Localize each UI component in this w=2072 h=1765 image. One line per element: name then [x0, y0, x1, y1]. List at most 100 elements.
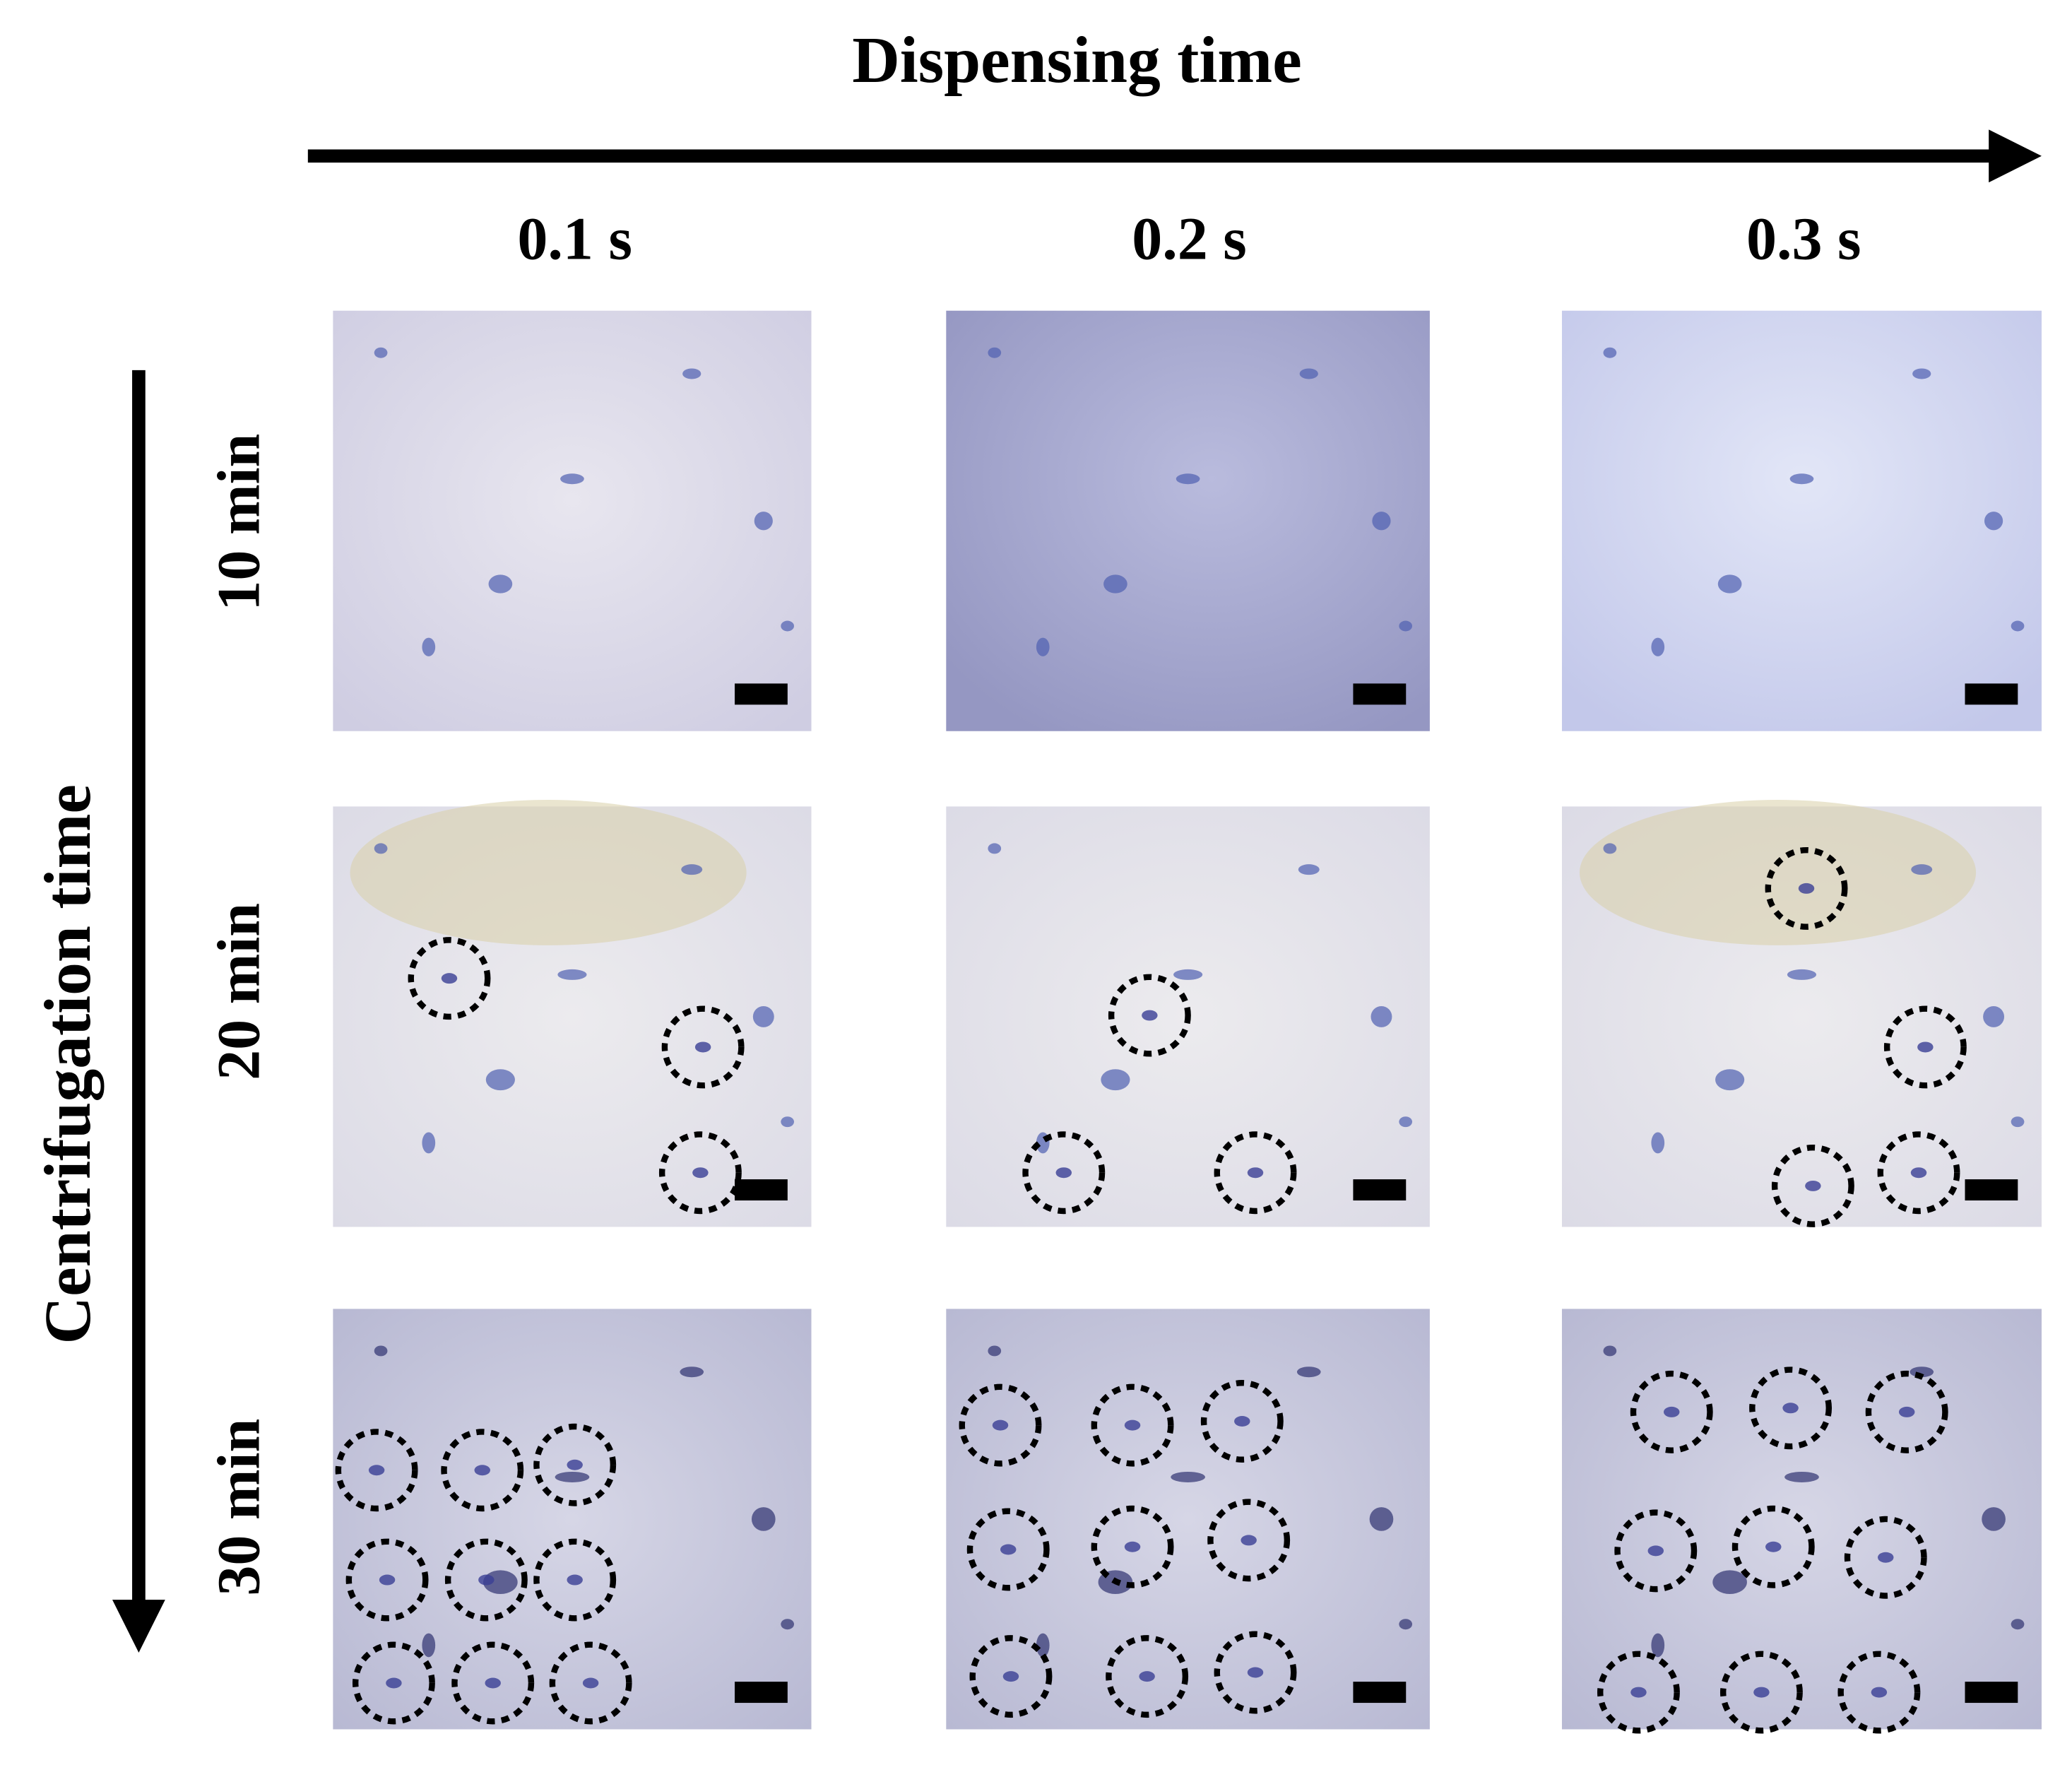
- dotted-circle: [1877, 1131, 1960, 1215]
- scale-bar: [1965, 1682, 2018, 1704]
- stain: [1603, 1345, 1617, 1357]
- stain: [374, 347, 388, 358]
- stain: [1805, 1180, 1821, 1191]
- dotted-circle: [335, 1429, 418, 1512]
- dotted-circle: [1207, 1499, 1291, 1582]
- stain: [1651, 637, 1665, 656]
- stain: [485, 1677, 501, 1689]
- stain: [474, 1465, 490, 1476]
- row-axis-title: Centrifugation time: [32, 784, 105, 1344]
- stain: [1912, 368, 1931, 379]
- dotted-circle: [451, 1641, 535, 1725]
- row-label: 20 min: [205, 903, 273, 1080]
- stain: [1782, 1403, 1799, 1414]
- dotted-circle: [661, 1005, 745, 1089]
- scale-bar: [1353, 683, 1407, 705]
- dotted-circle: [1731, 1505, 1815, 1588]
- stain: [1139, 1671, 1155, 1682]
- stain: [1983, 1005, 2005, 1027]
- stain: [557, 969, 587, 980]
- dotted-circle: [1022, 1131, 1106, 1215]
- stain: [1036, 1633, 1050, 1658]
- stain: [374, 1345, 388, 1357]
- stain: [441, 973, 458, 984]
- stain: [1910, 1167, 1927, 1179]
- stain: [988, 347, 1002, 358]
- dotted-circle: [549, 1641, 632, 1725]
- stain: [1234, 1416, 1250, 1427]
- stain: [1647, 1545, 1664, 1557]
- dotted-circle: [1214, 1631, 1297, 1714]
- stain: [1878, 1552, 1894, 1563]
- stain: [567, 1459, 583, 1470]
- stain: [1036, 637, 1050, 656]
- stain: [1603, 843, 1617, 854]
- stain: [1715, 1069, 1745, 1091]
- micrograph: [1561, 310, 2042, 731]
- stain: [1898, 1406, 1915, 1417]
- dotted-circle: [1883, 1005, 1967, 1089]
- stain: [582, 1677, 599, 1689]
- stain: [1603, 347, 1617, 358]
- stain: [692, 1167, 709, 1179]
- stain: [386, 1677, 402, 1689]
- dotted-circle: [1106, 1635, 1189, 1718]
- stain: [1142, 1010, 1158, 1021]
- stain: [1369, 1507, 1394, 1531]
- scale-bar: [735, 683, 788, 705]
- dotted-circle: [352, 1641, 435, 1725]
- stain: [1103, 574, 1127, 594]
- stain: [682, 368, 701, 379]
- stain: [422, 1633, 436, 1658]
- row-label: 10 min: [205, 434, 273, 611]
- dotted-circle: [345, 1538, 429, 1622]
- stain: [555, 1471, 590, 1482]
- stain: [1787, 969, 1817, 980]
- stain: [1101, 1069, 1130, 1091]
- column-label: 0.2 s: [1132, 205, 1247, 273]
- stain: [1399, 1116, 1413, 1128]
- dotted-circle: [1091, 1505, 1174, 1588]
- stain: [1171, 1471, 1205, 1482]
- stain: [422, 1132, 436, 1154]
- stain: [1299, 368, 1318, 379]
- stain: [1124, 1541, 1141, 1552]
- stain: [1753, 1687, 1770, 1698]
- title: Dispensing time: [852, 24, 1301, 97]
- stain: [1241, 1535, 1257, 1546]
- micrograph: [333, 310, 812, 731]
- stain: [1911, 864, 1933, 875]
- dotted-circle: [408, 937, 491, 1020]
- stain: [368, 1465, 385, 1476]
- stain: [1717, 574, 1742, 594]
- dotted-circle: [1844, 1516, 1927, 1599]
- stain: [2011, 620, 2025, 632]
- stain: [1984, 512, 2003, 531]
- dotted-circle: [1749, 1366, 1833, 1450]
- stain: [751, 1507, 776, 1531]
- scale-bar: [735, 1179, 788, 1201]
- dotted-circle: [1614, 1509, 1698, 1593]
- stain: [1651, 1132, 1665, 1154]
- stain: [1298, 864, 1320, 875]
- tissue-region: [350, 800, 747, 945]
- column-label: 0.1 s: [517, 205, 632, 273]
- stain: [1124, 1419, 1141, 1431]
- stain: [374, 843, 388, 854]
- dotted-circle: [441, 1429, 524, 1512]
- stain: [992, 1419, 1009, 1431]
- stain: [567, 1574, 583, 1586]
- dotted-circle: [1108, 974, 1191, 1057]
- stain: [988, 1345, 1002, 1357]
- stain: [1982, 1507, 2006, 1531]
- tissue-region: [1579, 800, 1977, 945]
- stain: [1399, 620, 1413, 632]
- stain: [1784, 1471, 1819, 1482]
- dotted-circle: [1214, 1131, 1297, 1215]
- dotted-circle: [1865, 1370, 1948, 1453]
- stain: [1630, 1687, 1647, 1698]
- micrograph: [946, 1309, 1430, 1730]
- dotted-circle: [444, 1538, 528, 1622]
- stain: [1664, 1406, 1680, 1417]
